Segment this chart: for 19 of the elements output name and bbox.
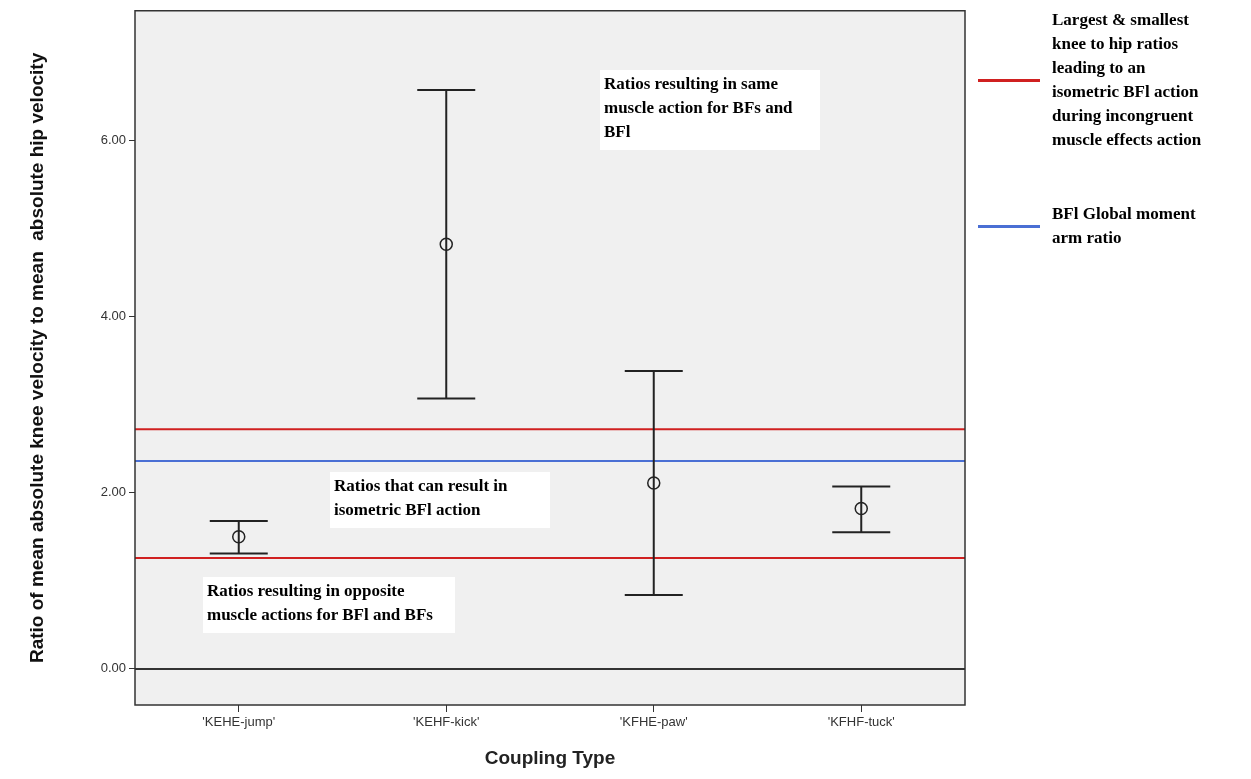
- x-axis-title: Coupling Type: [484, 746, 616, 768]
- point: [232, 529, 246, 544]
- y-tick-label: 6.00: [100, 131, 126, 147]
- annotation: Ratios resulting in opposite muscle actions for BFl and BFs: [207, 580, 434, 624]
- legend-label: BFl Global moment arm ratio: [1052, 203, 1197, 249]
- annotation: Ratios that can result in isometric BFl action: [334, 475, 509, 519]
- annotation: Ratios resulting in same muscle action for BFs and BFl: [604, 73, 794, 141]
- x-tick-label: 'KFHE-paw': [619, 714, 688, 730]
- y-tick-label: 0.00: [100, 660, 126, 676]
- point: [439, 237, 453, 252]
- x-tick-label: 'KEHE-jump': [202, 714, 276, 730]
- y-axis-title: Ratio of mean absolute knee velocity to mean absolute hip velocity: [26, 52, 48, 664]
- legend-label: Largest & smallest knee to hip ratios leading to an isometric BFl action during incongruent muscle effects action: [1052, 9, 1202, 151]
- y-tick-label: 2.00: [100, 484, 126, 500]
- y-tick-label: 4.00: [100, 308, 126, 324]
- x-tick-label: 'KEHF-kick': [413, 714, 480, 730]
- point: [854, 501, 868, 516]
- x-tick-label: 'KFHF-tuck': [827, 714, 895, 730]
- point: [647, 476, 661, 490]
